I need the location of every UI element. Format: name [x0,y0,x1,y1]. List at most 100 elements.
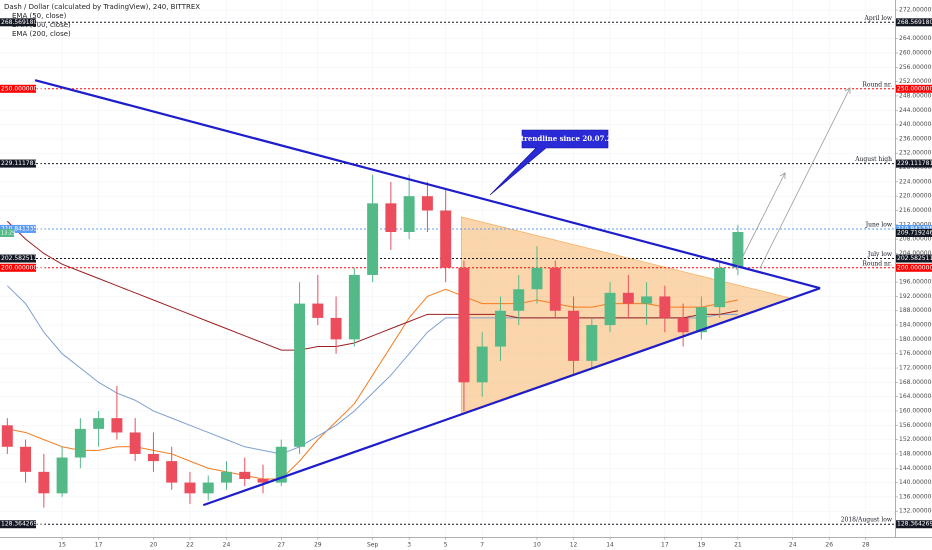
level-price-box [0,263,36,272]
level-price-box [896,18,932,27]
x-tick-label: 5 [444,542,448,549]
y-tick-label: 192.00000000 [899,293,932,300]
x-tick-label: 22 [186,542,194,549]
candle-body [312,303,324,318]
level-price-label: 250.00000000 [1,85,45,92]
x-tick-label: 19 [698,542,706,549]
candle-body [476,346,488,383]
candle-body [677,317,689,333]
y-tick-label: 152.00000000 [899,436,932,443]
countdown-box [0,228,14,237]
candle-body [458,267,470,383]
level-name: 2018/August low [841,517,893,524]
candle-body [348,274,360,340]
candle-body [221,471,232,483]
candle-body [385,203,397,232]
candle-body [294,303,306,447]
level-price-box [0,84,36,93]
y-tick-label: 144.00000000 [899,465,932,472]
trendline [202,287,821,507]
level-price-box [896,84,932,93]
plot-area [0,0,895,537]
level-price-box [0,520,36,529]
y-tick-label: 212.00000000 [899,221,932,228]
level-price-box [896,263,932,272]
level-name: June low [865,221,893,228]
y-tick-label: 160.00000000 [899,407,932,414]
y-tick-label: 272.00000000 [899,7,932,14]
level-price-label: 268.56918000 [897,19,932,26]
level-price-label: 229.11178132 [1,160,45,167]
y-tick-label: 220.00000000 [899,193,932,200]
level-price-label: 200.00000000 [1,264,45,271]
level-price-label: 202.58251120 [897,255,932,262]
y-tick-label: 204.00000000 [899,250,932,257]
projection-arrows [735,87,851,271]
y-tick-label: 132.00000000 [899,508,932,515]
candle-body [56,457,68,494]
candle-body [275,446,287,483]
y-tick-label: 188.00000000 [899,307,932,314]
y-tick-label: 260.00000000 [899,49,932,56]
x-tick-label: 21 [734,542,742,549]
x-tick-label: 17 [95,542,103,549]
annotation-text: The trendline since 20.07.2018 [504,134,627,143]
candle-body [202,482,214,494]
level-name: July low [867,251,893,258]
x-tick-label: 15 [58,542,66,549]
candle-body [38,471,50,494]
candle-body [129,432,141,454]
y-tick-label: 224.00000000 [899,178,932,185]
x-tick-label: 24 [789,542,797,549]
y-tick-label: 136.00000000 [899,493,932,500]
level-price-label: 229.11178132 [897,160,932,167]
candle-body [166,461,178,483]
y-tick-label: 176.00000000 [899,350,932,357]
level-price-box [896,224,932,233]
candle-body [147,453,159,462]
candle-body [494,310,506,347]
level-price-box [896,159,932,168]
x-tick-label: 29 [314,542,322,549]
level-price-label: 210.84133593 [1,225,45,232]
level-price-label: 210.84133593 [897,225,932,232]
candle-body [659,296,671,318]
candle-body [586,325,598,361]
candle-body [531,267,543,290]
candle-body [604,292,616,326]
candle-body [367,203,379,275]
candle-body [20,446,32,472]
candle-body [239,471,251,480]
y-tick-label: 256.00000000 [899,64,932,71]
level-name: April low [864,15,893,22]
level-price-box [0,254,36,263]
y-tick-label: 240.00000000 [899,121,932,128]
candle-body [714,267,726,308]
last-price-label: 209.71924600 [897,229,932,236]
y-tick-label: 232.00000000 [899,150,932,157]
y-tick-label: 168.00000000 [899,379,932,386]
level-price-label: 250.00000000 [897,85,932,92]
candle-body [1,425,13,447]
candle-body [641,296,653,304]
y-tick-label: 172.00000000 [899,365,932,372]
indicator-label: EMA (100, close) [12,21,71,29]
candle-body [568,310,580,361]
level-name: Round nr. [862,260,892,267]
y-tick-label: 208.00000000 [899,236,932,243]
level-name: August high [854,156,892,163]
y-tick-label: 236.00000000 [899,135,932,142]
x-tick-label: 10 [533,542,541,549]
x-tick-label: 26 [825,542,833,549]
y-tick-label: 156.00000000 [899,422,932,429]
candle-body [403,196,415,232]
level-price-label: 200.00000000 [897,264,932,271]
candle-body [732,231,744,268]
level-price-label: 202.58251120 [1,255,45,262]
candle-body [513,289,525,311]
candle-body [330,317,342,340]
y-tick-label: 196.00000000 [899,279,932,286]
y-tick-label: 216.00000000 [899,207,932,214]
x-tick-label: 12 [570,542,578,549]
